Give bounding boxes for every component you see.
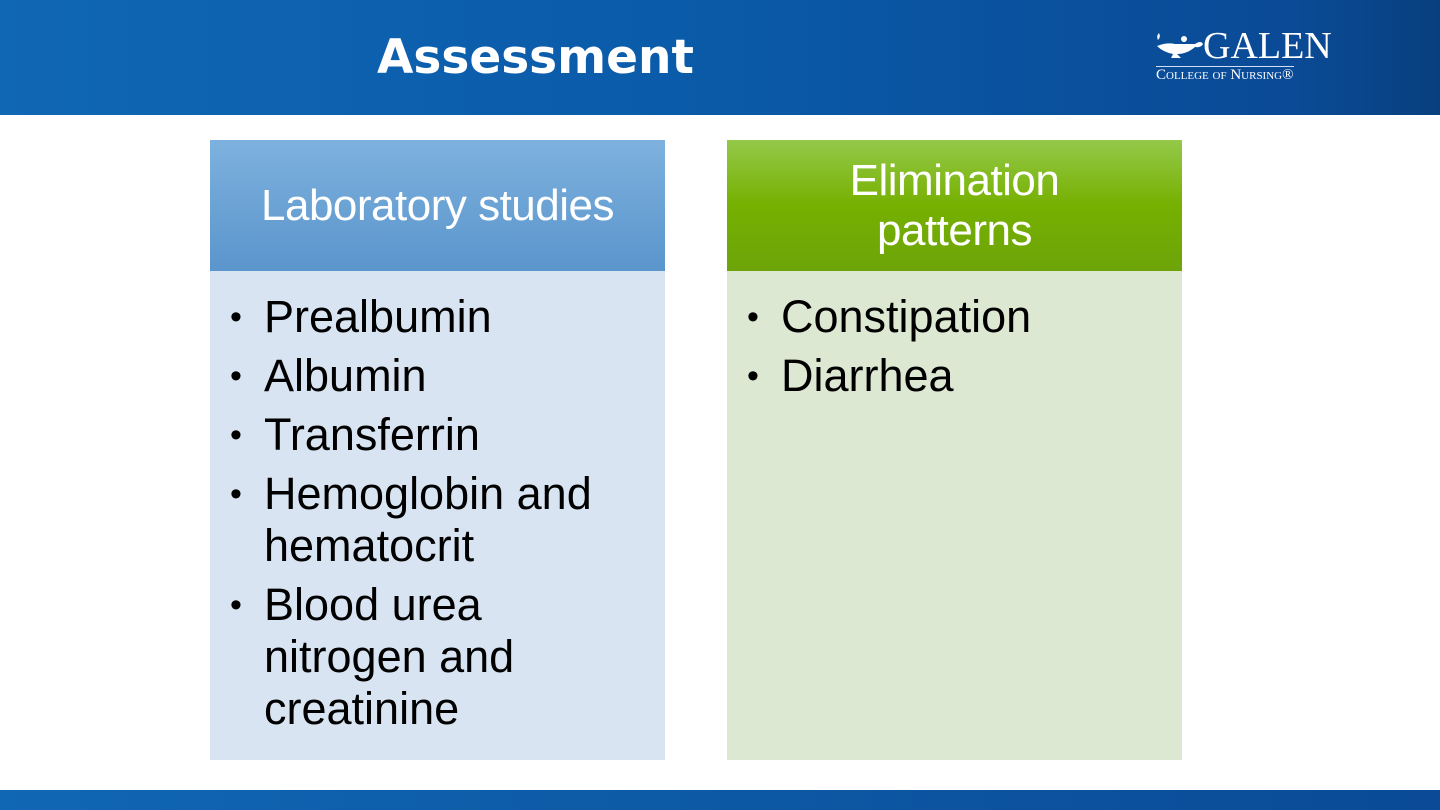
bullet-icon: • [747,357,759,395]
list-item: • Diarrhea [747,350,954,401]
list-item: • Albumin [230,350,427,401]
bullet-icon: • [747,298,759,336]
bullet-icon: • [230,416,242,454]
logo-subtitle: College of Nursing® [1156,66,1294,83]
slide-title: Assessment [377,30,694,85]
panel-heading: Laboratory studies [210,140,665,271]
bullet-list: • Constipation • Diarrhea [747,291,1162,402]
laboratory-studies-panel: Laboratory studies • Prealbumin • Albumin … [210,140,665,760]
bullet-icon: • [230,475,242,513]
lamp-icon [1157,33,1203,58]
slide-header: Assessment GALEN College of Nursing® [0,0,1440,115]
list-item: • Hemoglobin and hematocrit [230,468,592,571]
list-item: • Transferrin [230,409,480,460]
logo-name: GALEN [1203,25,1332,67]
bullet-icon: • [230,298,242,336]
bullet-icon: • [230,357,242,395]
slide-footer-bar [0,790,1440,810]
list-item: • Constipation [747,291,1032,342]
list-item: • Blood urea nitrogen and creatinine [230,579,515,734]
bullet-list: • Prealbumin • Albumin • Transferrin • Hemog… [230,291,645,735]
list-item: • Prealbumin [230,291,492,342]
bullet-icon: • [230,586,242,624]
panel-heading: Elimination patterns [727,140,1182,271]
elimination-patterns-panel: Elimination patterns • Constipation • Diar… [727,140,1182,760]
